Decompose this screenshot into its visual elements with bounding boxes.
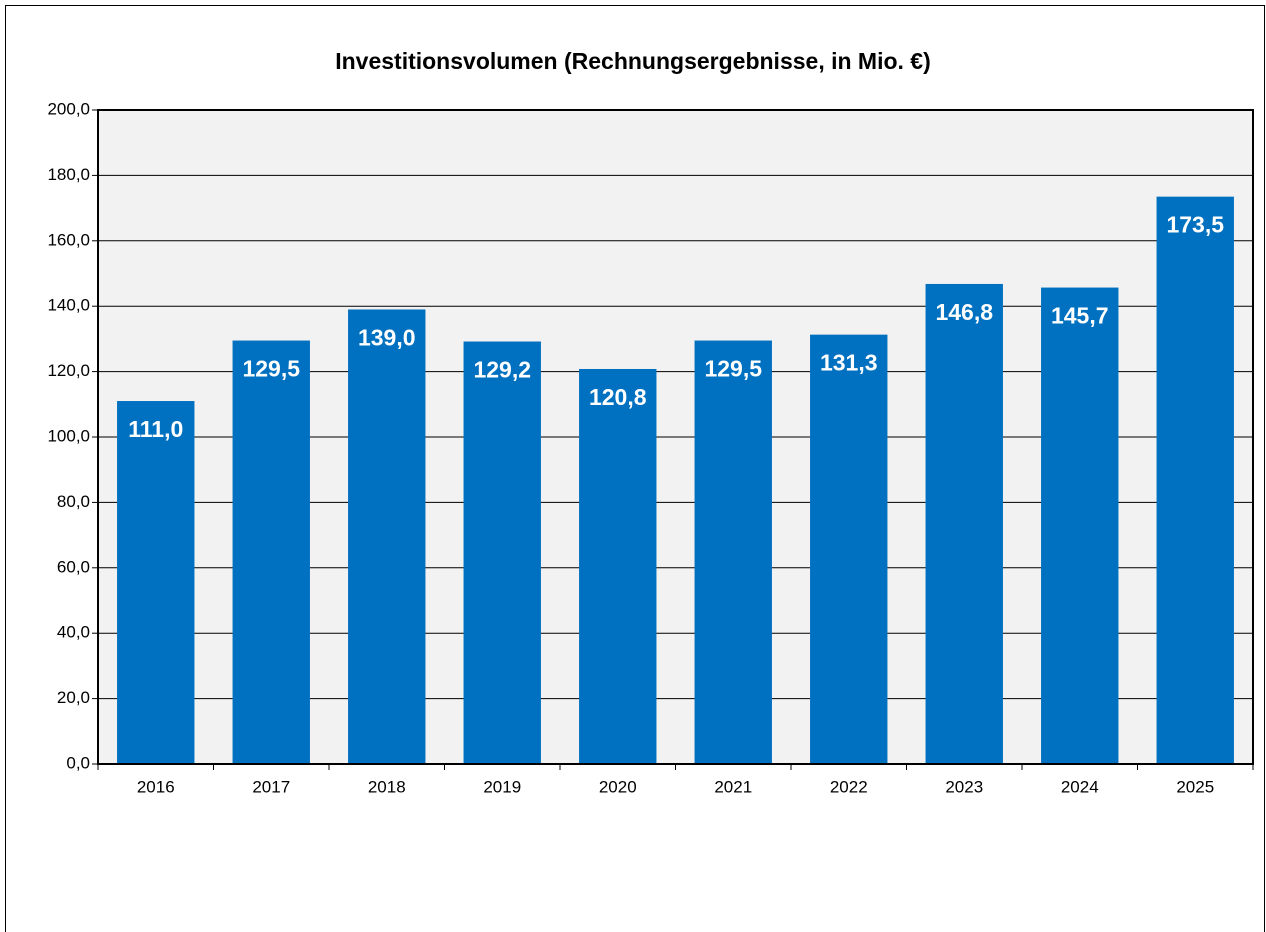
plot-border: [97, 109, 1254, 765]
value-label: 145,7: [1051, 303, 1109, 329]
x-tick-label: 2016: [137, 777, 175, 796]
bar: [463, 341, 541, 764]
bar: [117, 401, 195, 764]
x-tick-label: 2021: [714, 777, 752, 796]
value-label: 131,3: [820, 350, 878, 376]
bar: [348, 309, 426, 764]
value-label: 129,2: [473, 357, 531, 383]
value-label: 129,5: [704, 356, 762, 382]
y-tick-label: 20,0: [57, 688, 90, 707]
y-tick-label: 40,0: [57, 623, 90, 642]
y-tick-label: 140,0: [47, 296, 90, 315]
bar: [925, 283, 1003, 764]
value-label: 111,0: [128, 416, 183, 442]
bar: [579, 368, 657, 764]
bar: [1156, 196, 1234, 764]
y-tick-label: 120,0: [47, 361, 90, 380]
y-tick-label: 100,0: [47, 426, 90, 445]
x-tick-label: 2020: [599, 777, 637, 796]
bar: [1041, 287, 1119, 764]
x-tick-label: 2017: [252, 777, 290, 796]
value-label: 120,8: [589, 384, 647, 410]
y-tick-label: 0,0: [66, 753, 90, 772]
value-label: 146,8: [935, 299, 993, 325]
x-tick-label: 2019: [483, 777, 521, 796]
bar: [694, 340, 772, 764]
x-tick-label: 2024: [1061, 777, 1099, 796]
y-tick-label: 60,0: [57, 557, 90, 576]
y-tick-label: 80,0: [57, 492, 90, 511]
y-tick-label: 180,0: [47, 165, 90, 184]
value-label: 129,5: [242, 356, 300, 382]
x-tick-label: 2025: [1176, 777, 1214, 796]
value-label: 173,5: [1166, 212, 1224, 238]
value-label: 139,0: [358, 325, 416, 351]
bar: [810, 334, 888, 764]
chart-title: Investitionsvolumen (Rechnungsergebnisse…: [335, 48, 931, 74]
y-tick-label: 200,0: [47, 99, 90, 118]
y-tick-label: 160,0: [47, 230, 90, 249]
x-tick-label: 2023: [945, 777, 983, 796]
x-tick-label: 2018: [368, 777, 406, 796]
bar: [232, 340, 310, 764]
x-tick-label: 2022: [830, 777, 868, 796]
